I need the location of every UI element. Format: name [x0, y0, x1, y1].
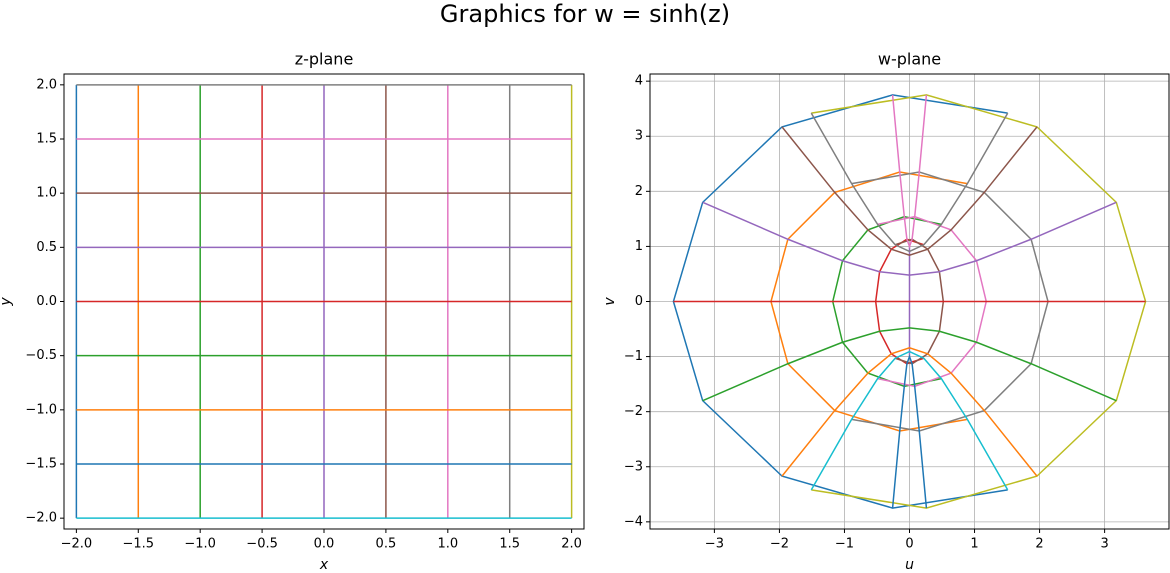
x-tick-label: −2: [770, 537, 789, 552]
x-axis-label: u: [905, 557, 914, 573]
x-tick-label: 0.5: [376, 537, 397, 552]
y-tick-label: 1.5: [36, 132, 57, 147]
y-tick-label: 0.0: [36, 294, 57, 309]
y-tick-label: 1: [635, 239, 643, 254]
figure-title: Graphics for w = sinh(z): [440, 0, 730, 28]
y-tick-label: 0: [635, 294, 643, 309]
x-tick-label: −2.0: [61, 537, 93, 552]
x-tick-label: −0.5: [246, 537, 278, 552]
y-axis-label: y: [0, 297, 14, 307]
y-tick-label: −3: [624, 459, 643, 474]
curve: [702, 327, 1117, 402]
x-tick-label: 3: [1100, 537, 1108, 552]
y-tick-label: 4: [635, 74, 643, 89]
y-tick-label: −1: [624, 349, 643, 364]
y-tick-label: −4: [624, 514, 643, 529]
curve: [810, 350, 1009, 491]
curve: [891, 94, 928, 249]
curve: [810, 112, 1009, 253]
x-tick-label: 1.5: [499, 537, 520, 552]
y-tick-label: 1.0: [36, 186, 57, 201]
y-tick-label: −0.5: [25, 348, 57, 363]
x-tick-label: 2: [1035, 537, 1043, 552]
y-tick-label: −1.5: [25, 457, 57, 472]
y-tick-label: 2.0: [36, 77, 57, 92]
x-tick-label: −3: [705, 537, 724, 552]
curve: [891, 354, 928, 509]
x-tick-label: −1: [835, 537, 854, 552]
x-tick-label: 1: [970, 537, 978, 552]
y-tick-label: −2: [624, 404, 643, 419]
subplot-title: z-plane: [295, 50, 354, 69]
x-axis-label: x: [319, 557, 329, 573]
subplot: −2.0 −1.5 −1.0 −0.5 0.0 0.5 1.0 1.5 2.0 −2.0 −1.5 −…: [0, 50, 585, 573]
y-tick-label: 3: [635, 129, 643, 144]
y-tick-label: −1.0: [25, 402, 57, 417]
subplot-title: w-plane: [878, 50, 941, 69]
y-tick-label: 2: [635, 184, 643, 199]
curve: [781, 126, 1038, 257]
subplot: −3 −2 −1 0 1 2 3 −4 −3 −2 −1 0 1 2 3 4 w-plane u v: [602, 50, 1170, 573]
x-tick-label: 1.0: [437, 537, 458, 552]
y-tick-label: −2.0: [25, 511, 57, 526]
axes-frame: [649, 73, 1170, 530]
axes-frame: [63, 73, 585, 530]
x-tick-label: −1.0: [184, 537, 216, 552]
x-tick-label: 0.0: [314, 537, 335, 552]
curve: [781, 346, 1038, 477]
x-tick-label: 2.0: [561, 537, 582, 552]
x-tick-label: −1.5: [122, 537, 154, 552]
y-tick-label: 0.5: [36, 240, 57, 255]
curve: [811, 94, 1147, 509]
curve: [702, 201, 1117, 276]
x-tick-label: 0: [905, 537, 913, 552]
y-axis-label: v: [602, 297, 618, 306]
